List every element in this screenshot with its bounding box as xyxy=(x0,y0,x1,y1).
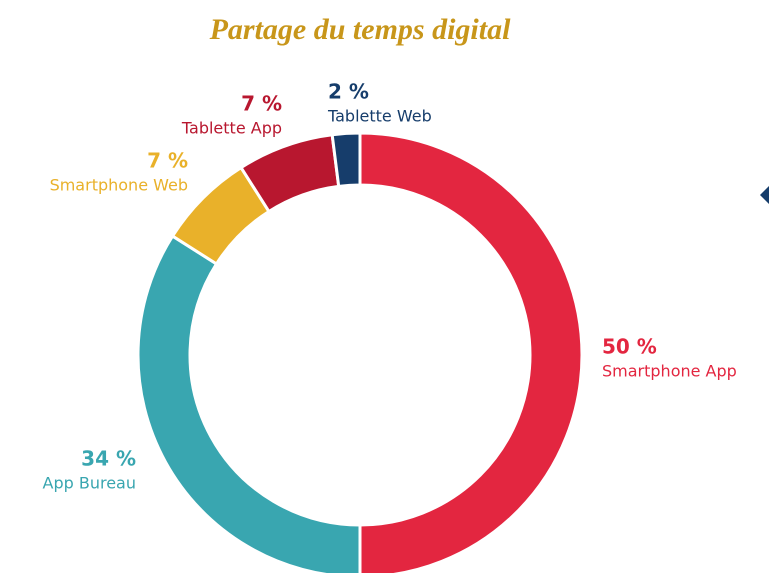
category-label: Smartphone Web xyxy=(50,176,188,195)
value-label: 50 % xyxy=(602,335,657,359)
value-label: 7 % xyxy=(241,92,282,116)
value-label: 34 % xyxy=(81,447,136,471)
category-label: Smartphone App xyxy=(602,362,737,381)
donut-slice xyxy=(136,233,362,573)
chart-title: Partage du temps digital xyxy=(209,13,512,46)
category-label: Tablette App xyxy=(181,119,282,138)
value-label: 7 % xyxy=(147,149,188,173)
category-label: App Bureau xyxy=(43,474,136,493)
donut-slice xyxy=(358,131,584,573)
decoration xyxy=(760,186,769,204)
category-label: Tablette Web xyxy=(327,107,432,126)
value-label: 2 % xyxy=(328,80,369,104)
donut-slice xyxy=(330,131,362,189)
